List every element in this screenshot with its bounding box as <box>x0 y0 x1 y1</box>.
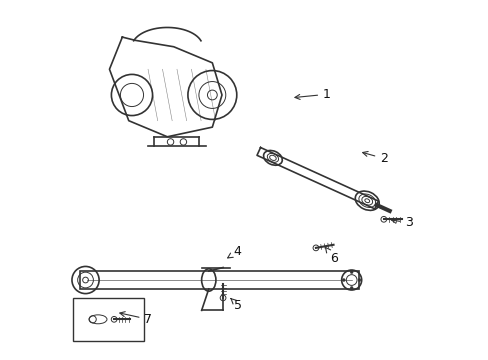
Text: 2: 2 <box>362 152 387 165</box>
Circle shape <box>349 271 352 274</box>
Text: 6: 6 <box>325 247 337 265</box>
Circle shape <box>342 279 345 282</box>
Text: 5: 5 <box>230 298 241 311</box>
Text: 3: 3 <box>390 216 412 229</box>
Circle shape <box>349 287 352 289</box>
Bar <box>80 271 358 289</box>
Circle shape <box>357 279 360 282</box>
Text: 7: 7 <box>120 312 152 326</box>
Text: 1: 1 <box>294 88 330 101</box>
Text: 4: 4 <box>227 245 241 258</box>
